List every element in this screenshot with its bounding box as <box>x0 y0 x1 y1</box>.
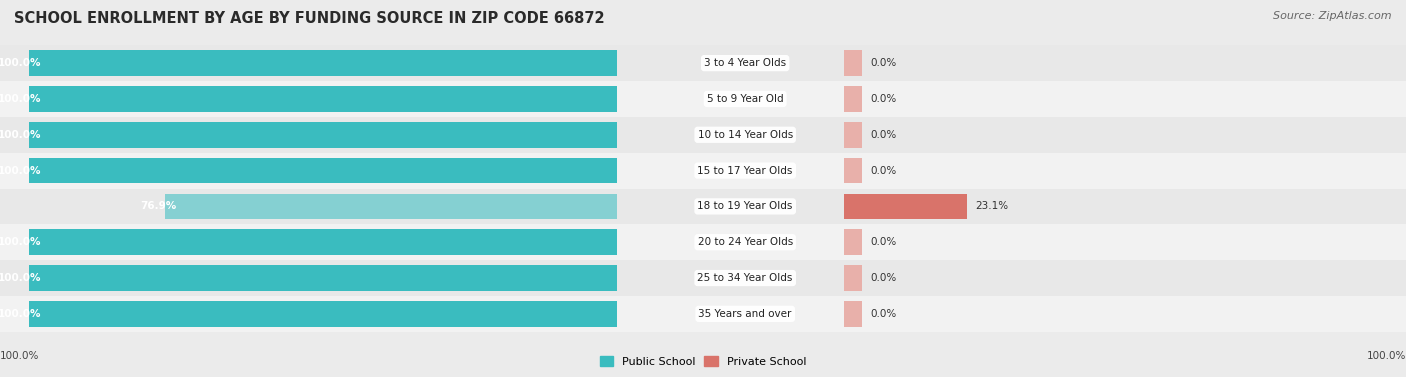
Bar <box>844 188 1406 224</box>
Text: 76.9%: 76.9% <box>141 201 177 211</box>
Bar <box>30 301 617 327</box>
Bar <box>844 193 967 219</box>
Bar <box>844 50 862 76</box>
Bar <box>844 265 862 291</box>
Bar <box>844 301 862 327</box>
Bar <box>30 86 617 112</box>
Bar <box>0 260 647 296</box>
Bar <box>647 117 844 153</box>
Bar <box>647 81 844 117</box>
Bar <box>647 260 844 296</box>
Text: 100.0%: 100.0% <box>1367 351 1406 361</box>
Bar <box>30 158 617 184</box>
Bar <box>30 229 617 255</box>
Bar <box>844 296 1406 332</box>
Bar <box>844 158 862 184</box>
Bar <box>844 117 1406 153</box>
Text: 100.0%: 100.0% <box>0 309 41 319</box>
Bar <box>844 260 1406 296</box>
Text: Source: ZipAtlas.com: Source: ZipAtlas.com <box>1274 11 1392 21</box>
Bar <box>647 296 844 332</box>
Bar <box>844 224 1406 260</box>
Bar <box>647 45 844 81</box>
Text: 0.0%: 0.0% <box>870 58 897 68</box>
Bar <box>30 265 617 291</box>
Text: 100.0%: 100.0% <box>0 130 41 140</box>
Bar <box>647 224 844 260</box>
Text: 3 to 4 Year Olds: 3 to 4 Year Olds <box>704 58 786 68</box>
Text: 23.1%: 23.1% <box>976 201 1008 211</box>
Text: 18 to 19 Year Olds: 18 to 19 Year Olds <box>697 201 793 211</box>
Bar <box>844 86 862 112</box>
Text: 0.0%: 0.0% <box>870 273 897 283</box>
Legend: Public School, Private School: Public School, Private School <box>595 352 811 371</box>
Bar <box>647 153 844 188</box>
Text: 0.0%: 0.0% <box>870 94 897 104</box>
Bar <box>166 193 617 219</box>
Text: 35 Years and over: 35 Years and over <box>699 309 792 319</box>
Bar <box>0 224 647 260</box>
Text: 15 to 17 Year Olds: 15 to 17 Year Olds <box>697 166 793 176</box>
Bar <box>0 45 647 81</box>
Bar <box>844 122 862 148</box>
Text: 0.0%: 0.0% <box>870 130 897 140</box>
Text: 5 to 9 Year Old: 5 to 9 Year Old <box>707 94 783 104</box>
Bar <box>844 45 1406 81</box>
Bar <box>0 153 647 188</box>
Text: 0.0%: 0.0% <box>870 166 897 176</box>
Text: 100.0%: 100.0% <box>0 166 41 176</box>
Bar <box>844 229 862 255</box>
Text: 10 to 14 Year Olds: 10 to 14 Year Olds <box>697 130 793 140</box>
Text: 20 to 24 Year Olds: 20 to 24 Year Olds <box>697 237 793 247</box>
Bar <box>0 188 647 224</box>
Text: SCHOOL ENROLLMENT BY AGE BY FUNDING SOURCE IN ZIP CODE 66872: SCHOOL ENROLLMENT BY AGE BY FUNDING SOUR… <box>14 11 605 26</box>
Bar <box>0 81 647 117</box>
Bar <box>647 188 844 224</box>
Bar <box>0 117 647 153</box>
Text: 0.0%: 0.0% <box>870 309 897 319</box>
Text: 100.0%: 100.0% <box>0 237 41 247</box>
Bar <box>30 50 617 76</box>
Text: 100.0%: 100.0% <box>0 94 41 104</box>
Bar <box>844 153 1406 188</box>
Bar <box>844 81 1406 117</box>
Text: 0.0%: 0.0% <box>870 237 897 247</box>
Text: 100.0%: 100.0% <box>0 351 39 361</box>
Text: 100.0%: 100.0% <box>0 58 41 68</box>
Bar <box>0 296 647 332</box>
Text: 25 to 34 Year Olds: 25 to 34 Year Olds <box>697 273 793 283</box>
Bar <box>30 122 617 148</box>
Text: 100.0%: 100.0% <box>0 273 41 283</box>
